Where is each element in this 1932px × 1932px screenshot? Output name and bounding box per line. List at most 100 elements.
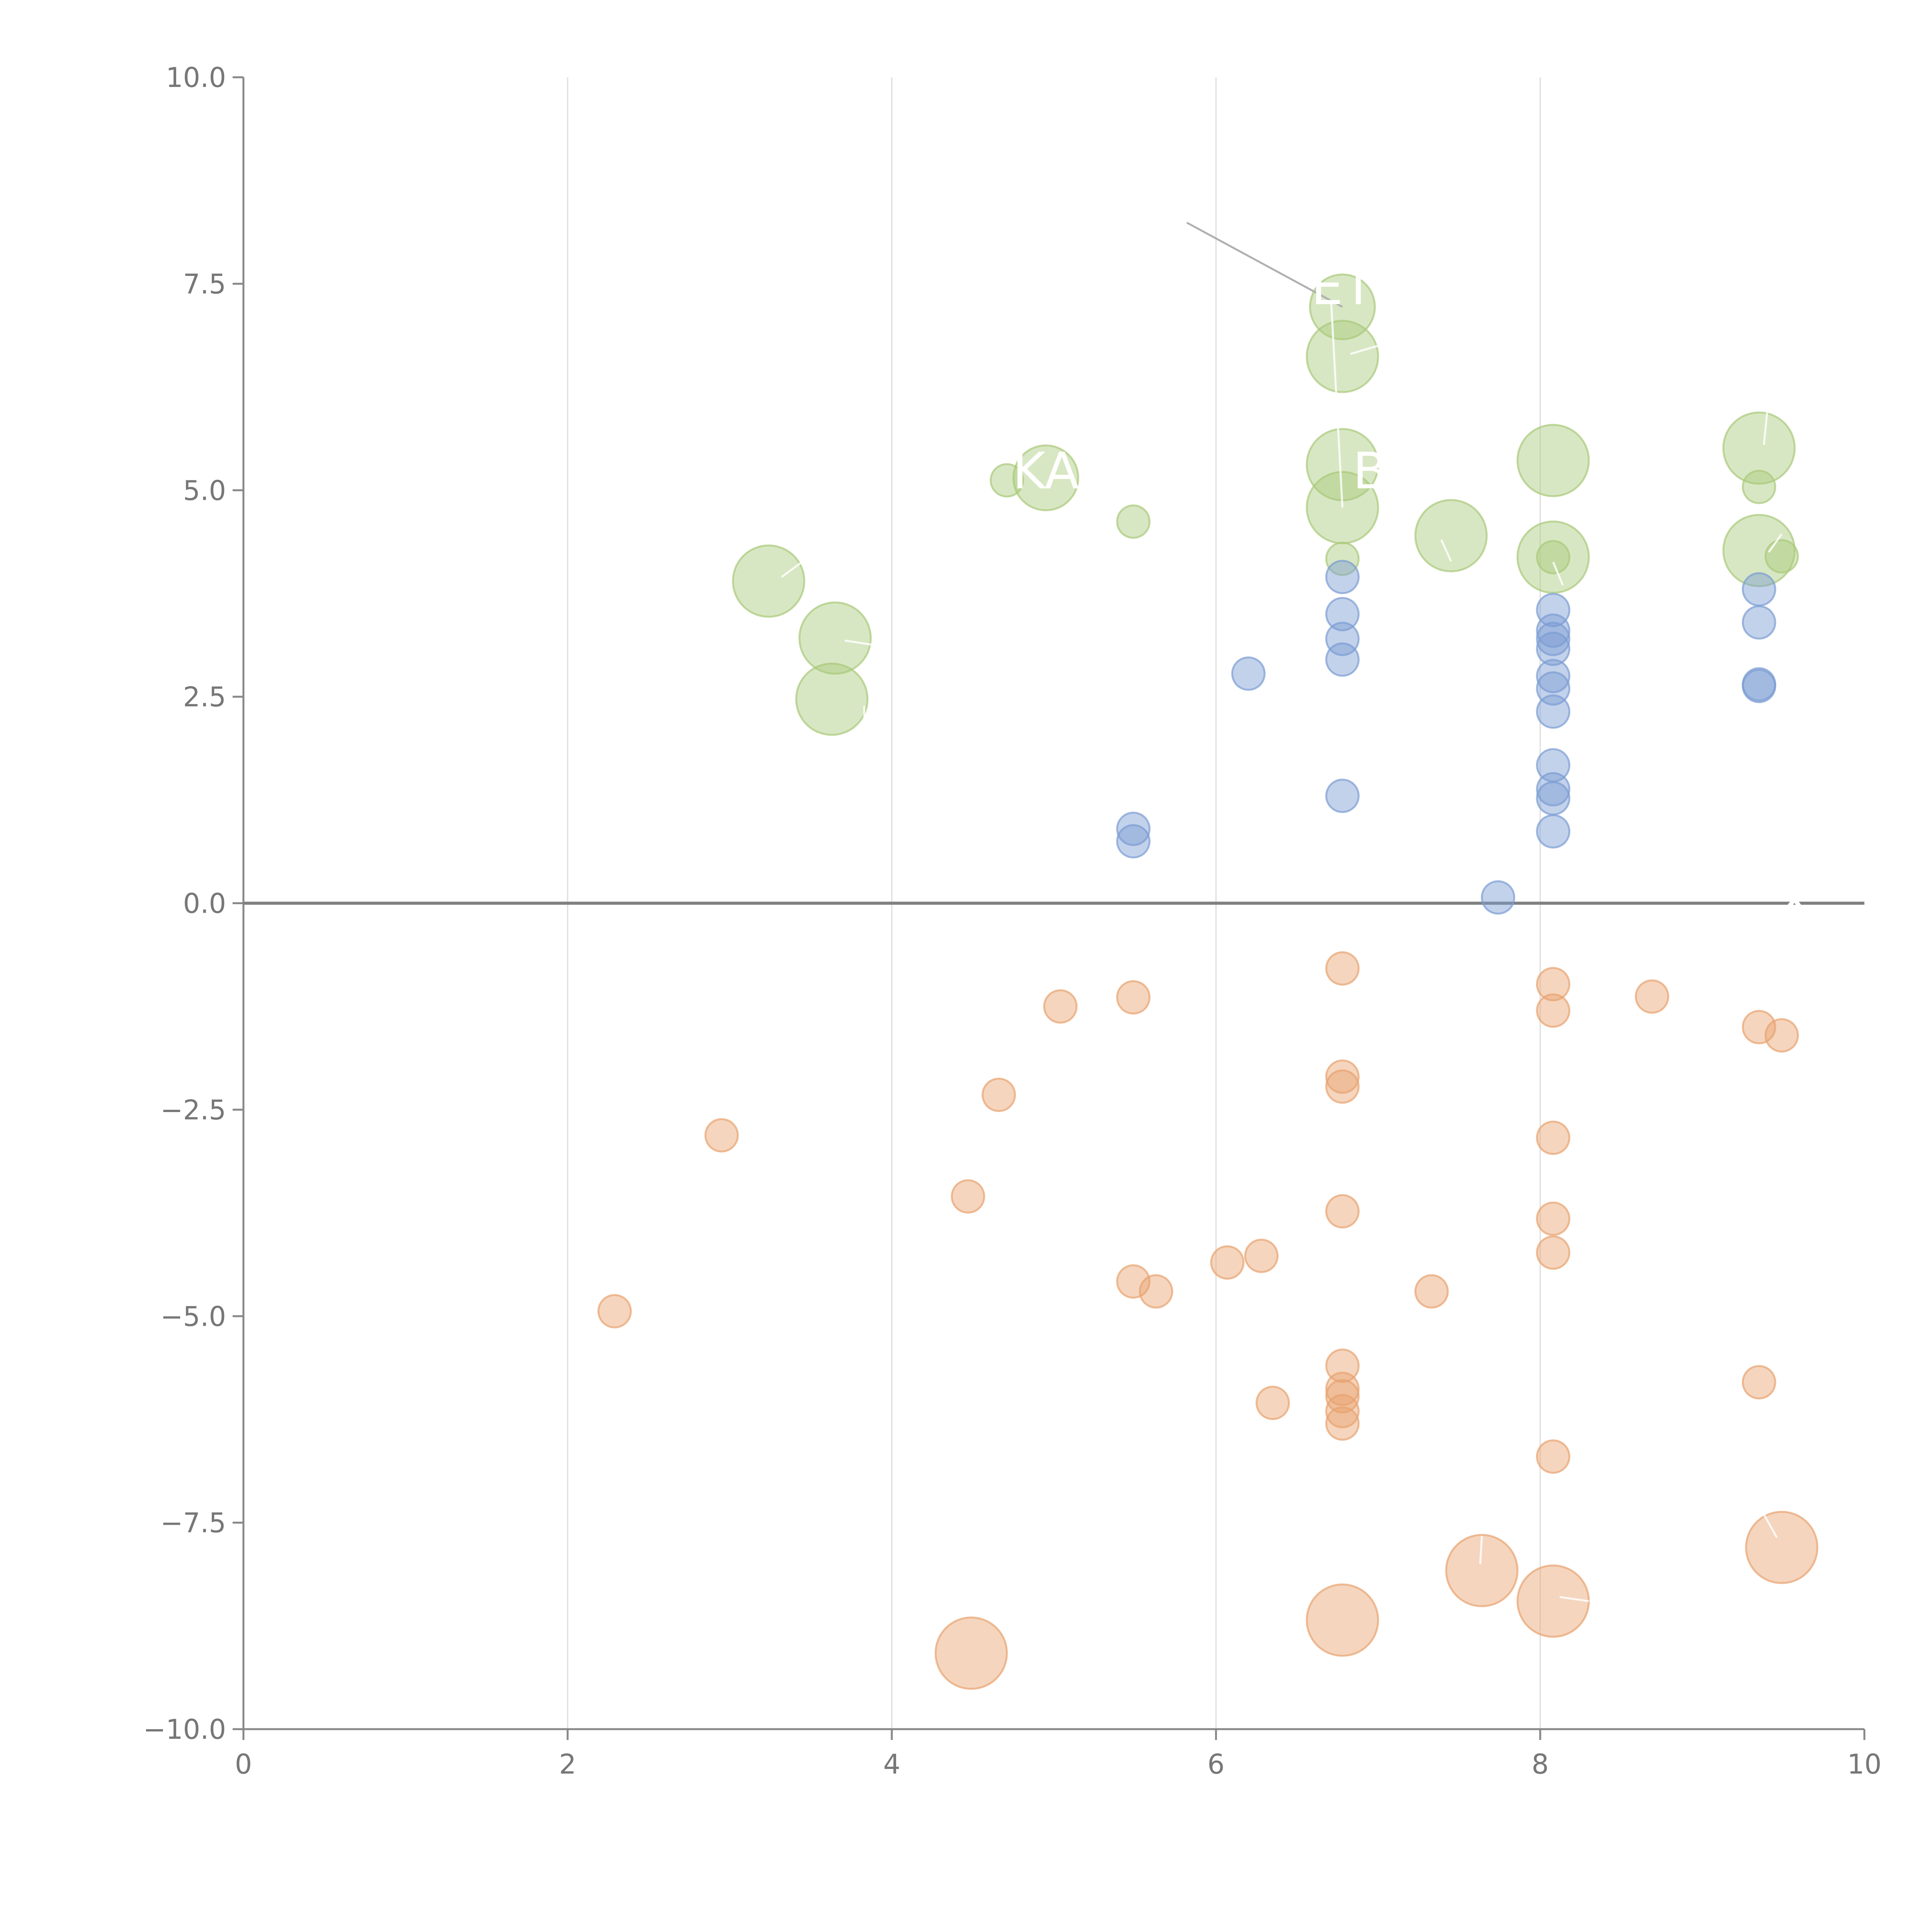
x-axis-ticks: 0 2 4 6 8 10 [235,1729,1882,1780]
data-point-s2-12 [1536,1121,1571,1155]
y-tick-label-5: −2.5 [160,1094,226,1126]
point-label-0: KA [1013,442,1079,500]
data-point-s2-24 [1210,1245,1245,1280]
data-point-s2-14 [1536,1235,1571,1270]
data-point-s1-8 [1481,880,1515,915]
point-label-2: B [1353,442,1387,500]
data-point-s2-21 [1745,1510,1818,1584]
leader-line-7 [1552,561,1564,586]
data-point-s0-16 [732,544,805,618]
data-point-s2-18 [1742,1010,1776,1044]
data-point-s0-13 [1012,444,1079,512]
data-point-s0-12 [1414,499,1488,573]
data-point-s2-26 [1255,1386,1290,1420]
data-point-s2-2 [1325,1069,1360,1104]
data-point-s1-3 [1325,642,1360,677]
data-point-s2-31 [1116,1264,1151,1299]
data-point-s1-17 [1536,772,1571,806]
data-point-s2-9 [1306,1583,1379,1657]
data-point-s1-9 [1536,593,1571,628]
leader-line-11 [1559,1596,1589,1602]
data-point-s1-2 [1325,622,1360,656]
data-point-s0-6 [1516,520,1590,594]
data-point-s1-13 [1536,659,1571,694]
data-point-s0-7 [1536,540,1571,575]
data-point-s2-35 [934,1616,1008,1690]
data-point-s0-4 [1325,541,1360,576]
data-point-s1-4 [1325,779,1360,813]
y-tick-label-2: 5.0 [183,475,226,507]
y-tick-label-7: −7.5 [160,1507,226,1539]
data-point-s1-7 [1116,824,1151,859]
x-tick-label-2: 4 [883,1748,901,1780]
data-point-s2-13 [1536,1201,1571,1236]
data-point-s2-25 [1244,1238,1279,1273]
leader-line-10 [1479,1536,1483,1564]
data-point-s0-11 [1764,539,1799,574]
x-tick-label-5: 10 [1847,1748,1881,1780]
y-tick-label-1: 7.5 [183,268,226,300]
data-point-s0-5 [1516,424,1590,497]
data-point-s1-19 [1536,814,1571,849]
data-point-s2-34 [597,1294,632,1328]
data-point-s2-7 [1325,1394,1360,1429]
data-point-s1-10 [1536,613,1571,648]
point-labels: KA ET B ———— x [1013,257,1810,925]
data-point-s0-9 [1742,469,1776,504]
x-tick-label-3: 6 [1208,1748,1225,1780]
data-point-s2-17 [1635,979,1669,1014]
data-point-s2-8 [1325,1406,1360,1441]
data-point-s2-32 [1139,1274,1173,1309]
data-point-s0-10 [1722,514,1796,587]
leader-line-8 [1763,412,1768,445]
data-point-s2-3 [1325,1194,1360,1229]
y-tick-label-3: 2.5 [183,681,226,713]
data-point-s1-1 [1325,597,1360,631]
leader-line-3 [781,557,808,578]
data-point-s2-30 [951,1179,985,1214]
data-point-s0-17 [798,601,872,675]
point-label-1: ET [1311,257,1374,316]
data-point-s2-20 [1742,1365,1776,1400]
data-point-s2-29 [981,1077,1016,1112]
data-point-s0-18 [795,662,869,736]
data-point-s1-6 [1116,811,1151,846]
label-leader-lines [781,222,1783,1602]
y-tick-label-0: 10.0 [166,62,226,94]
data-point-s1-23 [1742,668,1776,703]
leader-line-12 [1763,1514,1778,1538]
data-point-s2-1 [1325,1059,1360,1094]
data-point-s2-27 [1116,980,1151,1015]
data-point-s1-20 [1742,572,1776,607]
data-point-s1-12 [1536,631,1571,666]
data-point-s1-18 [1536,781,1571,816]
data-points [597,273,1818,1690]
leader-line-2 [1350,345,1379,355]
data-point-s2-22 [1445,1534,1519,1607]
data-point-s0-1 [1306,320,1379,393]
data-point-s1-21 [1742,605,1776,640]
leader-line-1 [1330,300,1344,508]
point-label-3: ———— x [1563,867,1809,926]
data-point-s2-19 [1764,1018,1799,1053]
data-point-s2-28 [1043,989,1078,1024]
data-point-s0-8 [1722,411,1796,485]
data-point-s2-11 [1536,993,1571,1028]
data-point-s2-23 [1414,1274,1449,1309]
data-point-s0-14 [990,463,1024,498]
data-point-s2-33 [704,1118,739,1153]
data-point-s2-16 [1516,1564,1590,1638]
leader-line-4 [844,639,889,648]
y-tick-label-8: −10.0 [143,1714,226,1745]
y-tick-label-6: −5.0 [160,1301,226,1332]
data-point-s2-6 [1325,1379,1360,1414]
data-point-s2-0 [1325,951,1360,986]
x-tick-label-0: 0 [235,1748,252,1780]
leader-line-0 [1186,222,1343,308]
leader-line-9 [1768,533,1783,553]
x-tick-label-1: 2 [559,1748,577,1780]
data-point-s1-15 [1536,694,1571,729]
data-point-s0-15 [1116,504,1151,539]
y-tick-label-4: 0.0 [183,888,226,920]
